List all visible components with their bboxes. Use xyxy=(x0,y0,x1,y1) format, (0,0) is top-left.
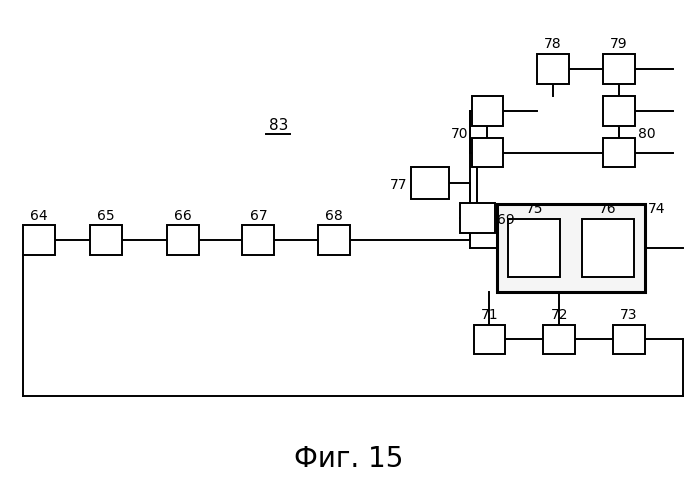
Bar xyxy=(318,225,350,255)
Bar xyxy=(473,325,505,354)
Text: 78: 78 xyxy=(545,37,562,51)
Text: 69: 69 xyxy=(498,213,515,227)
Text: 74: 74 xyxy=(648,202,665,216)
Bar xyxy=(243,225,274,255)
Text: 80: 80 xyxy=(638,126,656,141)
Bar xyxy=(459,203,496,233)
Bar xyxy=(23,225,55,255)
Bar xyxy=(603,138,635,167)
Bar xyxy=(613,325,644,354)
Text: 72: 72 xyxy=(550,308,568,322)
Bar xyxy=(603,96,635,125)
Bar xyxy=(603,54,635,84)
Bar xyxy=(543,325,575,354)
Text: 64: 64 xyxy=(31,209,48,223)
Bar xyxy=(90,225,122,255)
Bar xyxy=(582,219,634,277)
Bar xyxy=(472,96,503,125)
Text: 65: 65 xyxy=(97,209,115,223)
Text: 75: 75 xyxy=(526,202,543,216)
Text: 79: 79 xyxy=(610,37,628,51)
Text: 83: 83 xyxy=(268,118,288,133)
Text: 77: 77 xyxy=(390,178,408,192)
Text: 71: 71 xyxy=(481,308,498,322)
Text: 73: 73 xyxy=(620,308,637,322)
Bar xyxy=(538,54,569,84)
Bar xyxy=(498,204,644,292)
Text: 68: 68 xyxy=(325,209,343,223)
Text: 67: 67 xyxy=(250,209,267,223)
Bar xyxy=(167,225,199,255)
Text: Фиг. 15: Фиг. 15 xyxy=(294,445,404,473)
Text: 70: 70 xyxy=(451,126,468,141)
Bar xyxy=(411,167,449,199)
Text: 76: 76 xyxy=(599,202,617,216)
Text: 66: 66 xyxy=(174,209,192,223)
Bar xyxy=(472,138,503,167)
Bar xyxy=(508,219,560,277)
